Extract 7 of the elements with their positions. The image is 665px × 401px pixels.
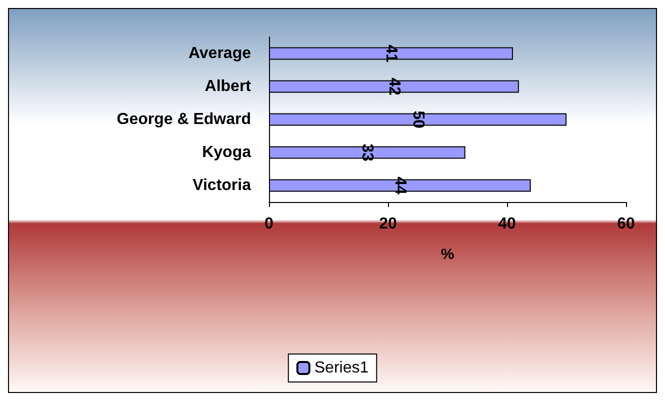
x-axis-title: % [440, 246, 454, 263]
y-tick-label: Kyoga [202, 144, 252, 161]
y-tick-label: Victoria [192, 177, 252, 194]
y-tick-label: George & Edward [116, 111, 251, 128]
y-tick-label: Average [188, 45, 252, 62]
y-tick-label: Albert [204, 78, 252, 95]
legend-label: Series1 [314, 360, 369, 376]
